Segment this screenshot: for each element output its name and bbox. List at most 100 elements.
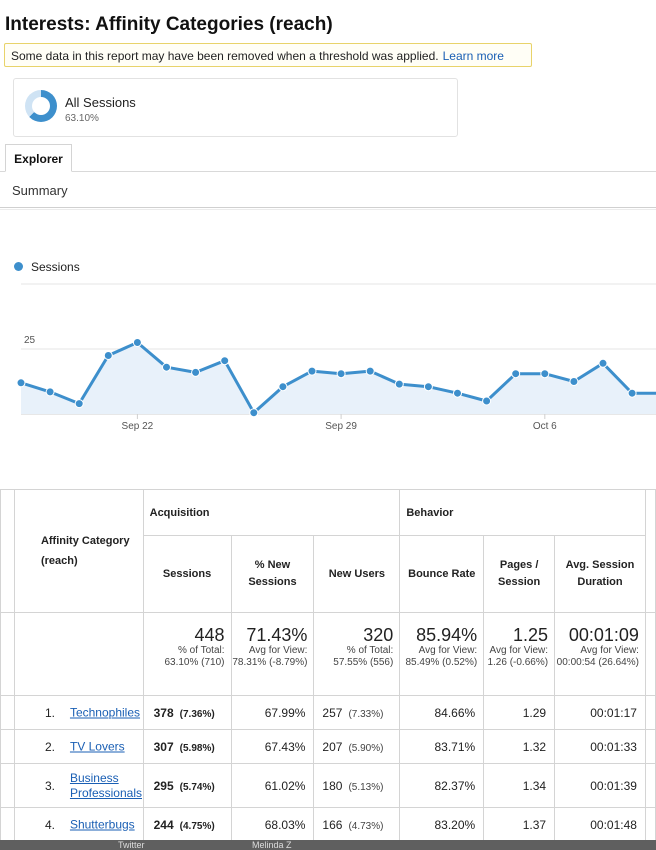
row-pages-session: 1.37 — [483, 807, 556, 842]
table-row: 4. Shutterbugs 244 (4.75%) 68.03% 166 (4.73… — [0, 807, 656, 842]
totals-edge — [644, 612, 656, 696]
row-pages-session: 1.34 — [483, 763, 556, 808]
data-point — [511, 369, 521, 379]
total-sessions: 448% of Total: 63.10% (710) — [142, 612, 232, 696]
data-point — [220, 356, 230, 366]
total-new-users: 320% of Total: 57.55% (556) — [313, 612, 401, 696]
table-row: 2. TV Lovers 307 (5.98%) 67.43% 207 (5.90%)… — [0, 729, 656, 764]
row-new-users: 180 (5.13%) — [313, 763, 401, 808]
col-header-sessions[interactable]: Sessions — [142, 535, 232, 613]
legend-series-label: Sessions — [31, 260, 80, 274]
panel-divider — [0, 207, 656, 208]
row-dimension-link[interactable]: TV Lovers — [69, 739, 125, 753]
segment-percent: 63.10% — [65, 113, 99, 124]
taskbar-item[interactable]: Twitter — [118, 840, 145, 850]
col-header-new-sessions[interactable]: % New Sessions — [230, 535, 315, 613]
row-pages-session: 1.32 — [483, 729, 556, 764]
row-index: 2. — [44, 739, 55, 754]
row-pages-session: 1.29 — [483, 695, 556, 730]
data-point — [278, 382, 288, 392]
sessions-line-chart[interactable]: 50 25 Sep 22 Sep 29 Oct 6 — [0, 280, 656, 440]
row-new-users: 166 (4.73%) — [313, 807, 401, 842]
row-index: 1. — [44, 705, 55, 720]
segment-card[interactable]: All Sessions 63.10% — [13, 78, 458, 137]
series-area — [21, 342, 656, 414]
row-bounce-rate: 83.71% — [399, 729, 485, 764]
threshold-notice: Some data in this report may have been r… — [4, 43, 532, 67]
data-point — [103, 351, 113, 360]
data-point — [132, 338, 142, 347]
data-point — [74, 399, 84, 409]
data-point — [394, 379, 404, 389]
row-new-sessions: 67.43% — [230, 729, 315, 764]
row-dimension-link[interactable]: Business Professionals — [69, 770, 142, 800]
totals-row: 448% of Total: 63.10% (710) 71.43% Avg fo… — [0, 612, 656, 696]
data-point — [249, 408, 259, 418]
row-index: 3. — [44, 778, 55, 793]
tab-explorer[interactable]: Explorer — [5, 144, 72, 172]
learn-more-link[interactable]: Learn more — [442, 49, 504, 63]
row-dimension-link[interactable]: Technophiles — [69, 705, 141, 719]
x-tick-label: Oct 6 — [533, 421, 557, 432]
data-point — [423, 382, 433, 392]
row-avg-duration: 00:01:17 — [554, 695, 646, 730]
total-pages-session: 1.25 Avg for View: 1.26 (-0.66%) — [483, 612, 556, 696]
row-bounce-rate: 83.20% — [399, 807, 485, 842]
col-header-new-users[interactable]: New Users — [313, 535, 401, 613]
group-header-behavior: Behavior — [399, 489, 646, 536]
row-avg-duration: 00:01:48 — [554, 807, 646, 842]
totals-gutter — [0, 612, 15, 696]
row-new-users: 207 (5.90%) — [313, 729, 401, 764]
threshold-notice-text: Some data in this report may have been r… — [11, 49, 439, 63]
panel-divider-shadow — [0, 209, 656, 210]
col-header-bounce-rate[interactable]: Bounce Rate — [399, 535, 485, 613]
x-tick-label: Sep 29 — [325, 421, 357, 432]
row-new-users: 257 (7.33%) — [313, 695, 401, 730]
y-tick-label: 25 — [24, 335, 36, 346]
row-bounce-rate: 82.37% — [399, 763, 485, 808]
row-new-sessions: 61.02% — [230, 763, 315, 808]
chart-legend[interactable]: Sessions — [14, 260, 80, 274]
segment-donut-icon — [25, 90, 57, 122]
report-title: Interests: Affinity Categories (reach) — [5, 14, 333, 35]
tab-bar-divider — [0, 171, 656, 172]
row-avg-duration: 00:01:33 — [554, 729, 646, 764]
data-point — [336, 369, 346, 379]
data-point — [598, 358, 608, 368]
data-point — [45, 387, 55, 397]
table-left-gutter — [0, 489, 15, 613]
data-point — [365, 366, 375, 376]
segment-name: All Sessions — [65, 95, 136, 110]
data-point — [16, 378, 26, 388]
data-point — [307, 366, 317, 376]
row-sessions: 295 (5.74%) — [142, 763, 232, 808]
total-avg-duration: 00:01:09 Avg for View: 00:00:54 (26.64%) — [554, 612, 646, 696]
row-bounce-rate: 84.66% — [399, 695, 485, 730]
totals-label-cell — [13, 612, 144, 696]
data-point — [453, 388, 462, 398]
row-sessions: 307 (5.98%) — [142, 729, 232, 764]
row-dimension-cell: 3. Business Professionals — [13, 763, 144, 808]
row-new-sessions: 68.03% — [230, 807, 315, 842]
row-dimension-cell: 4. Shutterbugs — [13, 807, 144, 842]
group-header-acquisition: Acquisition — [142, 489, 401, 536]
sessions-legend-dot-icon — [14, 262, 23, 271]
total-bounce-rate: 85.94% Avg for View: 85.49% (0.52%) — [399, 612, 485, 696]
data-point — [482, 396, 492, 406]
table-row: 1. Technophiles 378 (7.36%) 67.99% 257 (7.3… — [0, 695, 656, 730]
data-point — [191, 367, 201, 377]
data-point — [540, 369, 550, 379]
subtab-summary[interactable]: Summary — [12, 183, 68, 198]
row-dimension-link[interactable]: Shutterbugs — [69, 817, 135, 831]
taskbar-item[interactable]: Melinda Z — [252, 840, 292, 850]
col-header-avg-duration[interactable]: Avg. Session Duration — [554, 535, 646, 613]
data-point — [627, 388, 637, 398]
col-header-pages-session[interactable]: Pages / Session — [483, 535, 556, 613]
affinity-table: Affinity Category (reach) Acquisition Be… — [0, 489, 656, 842]
dimension-header[interactable]: Affinity Category (reach) — [13, 489, 144, 613]
row-dimension-cell: 1. Technophiles — [13, 695, 144, 730]
row-avg-duration: 00:01:39 — [554, 763, 646, 808]
row-index: 4. — [44, 817, 55, 832]
row-sessions: 378 (7.36%) — [142, 695, 232, 730]
y-tick-label: 50 — [24, 280, 36, 281]
